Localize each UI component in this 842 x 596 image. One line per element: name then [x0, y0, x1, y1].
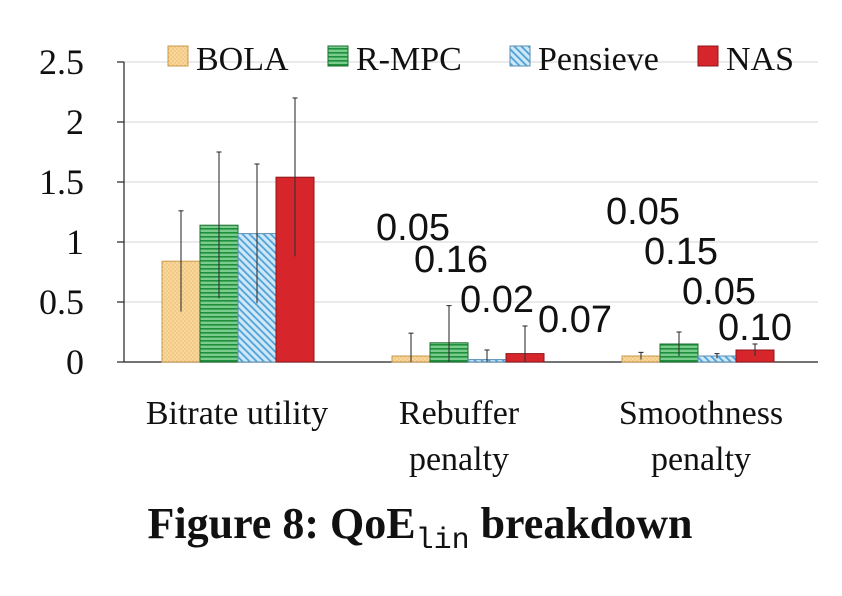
- legend-label-pensieve: Pensieve: [538, 41, 659, 78]
- category-label: penalty: [409, 441, 509, 478]
- category-labels: Bitrate utility Rebuffer penalty Smoothness…: [146, 395, 783, 478]
- data-label-nas: 0.07: [538, 299, 612, 341]
- category-label: Bitrate utility: [146, 395, 328, 432]
- figure-caption: Figure 8: QoElin breakdown: [148, 499, 693, 558]
- legend-label-nas: NAS: [726, 41, 794, 78]
- category-label: penalty: [651, 441, 751, 478]
- y-tick-label: 1: [66, 222, 84, 262]
- caption-subscript: lin: [416, 524, 470, 558]
- category-label: Smoothness: [619, 395, 783, 432]
- data-label-r-mpc: 0.15: [644, 231, 718, 273]
- data-label-pensieve: 0.05: [682, 271, 756, 313]
- legend-swatch-bola: [167, 45, 189, 67]
- caption-suffix: breakdown: [470, 499, 693, 548]
- y-tick-label: 2: [66, 102, 84, 142]
- legend-swatch-pensieve: [509, 45, 531, 67]
- caption-prefix: Figure 8: QoE: [148, 499, 416, 548]
- legend-swatch-r-mpc: [327, 45, 349, 67]
- category-label: Rebuffer: [399, 395, 520, 432]
- legend: BOLA R-MPC Pensieve NAS: [167, 41, 794, 78]
- error-bars: [178, 97, 758, 362]
- legend-label-bola: BOLA: [196, 41, 289, 78]
- legend-label-r-mpc: R-MPC: [356, 41, 462, 78]
- y-tick-label: 0.5: [39, 282, 84, 322]
- data-label-bola: 0.05: [376, 207, 450, 249]
- y-tick-label: 0: [66, 342, 84, 382]
- data-label-pensieve: 0.02: [460, 279, 534, 321]
- y-tick-labels: 0 0.5 1 1.5 2 2.5: [39, 42, 84, 382]
- y-tick-label: 2.5: [39, 42, 84, 82]
- legend-swatch-nas: [697, 45, 719, 67]
- data-label-bola: 0.05: [606, 191, 680, 233]
- data-label-nas: 0.10: [718, 307, 792, 349]
- data-label-r-mpc: 0.16: [414, 239, 488, 281]
- y-tick-label: 1.5: [39, 162, 84, 202]
- data-labels: 0.050.160.02 0.070.050.150.050.10: [376, 191, 792, 349]
